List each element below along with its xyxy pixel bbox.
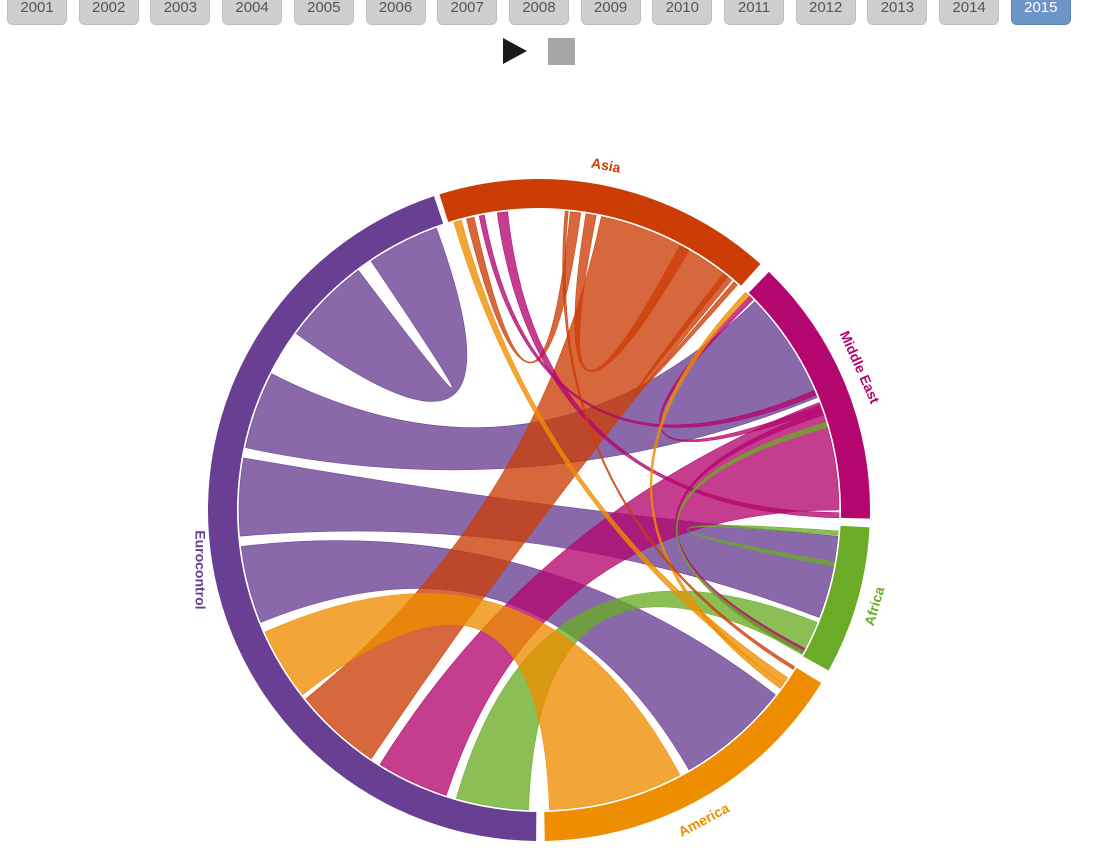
year-button-2010[interactable]: 2010 [652, 0, 713, 25]
arc-middle-east[interactable] [748, 271, 871, 519]
ribbon-asia-to-asia[interactable] [466, 211, 582, 364]
ribbon-eurocontrol-to-eurocontrol[interactable] [295, 227, 468, 402]
year-button-2005[interactable]: 2005 [293, 0, 354, 25]
play-icon [503, 38, 527, 64]
year-button-2008[interactable]: 2008 [508, 0, 569, 25]
ribbon-middle-east-to-africa[interactable] [675, 409, 824, 654]
play-button[interactable] [502, 37, 528, 65]
stop-button[interactable] [548, 38, 575, 65]
year-button-2003[interactable]: 2003 [150, 0, 211, 25]
arc-asia[interactable] [439, 178, 761, 286]
stop-icon [548, 38, 575, 65]
ribbon-middle-east-to-asia[interactable] [478, 214, 817, 428]
year-button-2014[interactable]: 2014 [939, 0, 1000, 25]
ribbon-middle-east-to-asia[interactable] [496, 211, 840, 519]
ribbon-america-to-eurocontrol[interactable] [264, 593, 681, 811]
playback-controls [0, 34, 1094, 68]
arc-america[interactable] [544, 667, 822, 841]
year-button-2006[interactable]: 2006 [365, 0, 426, 25]
ribbon-africa-to-middle-east[interactable] [676, 421, 828, 655]
label-eurocontrol: Eurocontrol [193, 530, 209, 609]
year-selector: 2001 2002 2003 2004 2005 2006 2007 2008 2009 2010… [0, 0, 1094, 30]
ribbon-eurocontrol-to-middle-east[interactable] [245, 301, 818, 471]
ribbon-america-to-asia[interactable] [453, 219, 789, 685]
ribbon-africa-to-africa[interactable] [687, 524, 839, 567]
label-asia: Asia [590, 154, 622, 175]
ribbon-asia-to-asia[interactable] [634, 273, 738, 395]
year-button-2011[interactable]: 2011 [724, 0, 784, 25]
ribbon-asia-to-america[interactable] [562, 210, 796, 670]
ribbon-america-to-middle-east[interactable] [649, 291, 784, 689]
ribbon-eurocontrol-to-america[interactable] [240, 540, 776, 771]
year-button-2002[interactable]: 2002 [78, 0, 139, 25]
label-africa: Africa [861, 585, 887, 628]
year-button-2007[interactable]: 2007 [437, 0, 498, 25]
chord-ribbons [238, 210, 840, 811]
year-button-2009[interactable]: 2009 [580, 0, 641, 25]
ribbon-middle-east-to-middle-east[interactable] [659, 295, 823, 443]
year-button-2004[interactable]: 2004 [222, 0, 283, 25]
year-button-2013[interactable]: 2013 [867, 0, 928, 25]
region-arcs [208, 178, 871, 841]
year-button-2015[interactable]: 2015 [1010, 0, 1071, 25]
arc-africa[interactable] [803, 525, 870, 671]
year-button-2012[interactable]: 2012 [795, 0, 856, 25]
year-button-2001[interactable]: 2001 [7, 0, 67, 25]
